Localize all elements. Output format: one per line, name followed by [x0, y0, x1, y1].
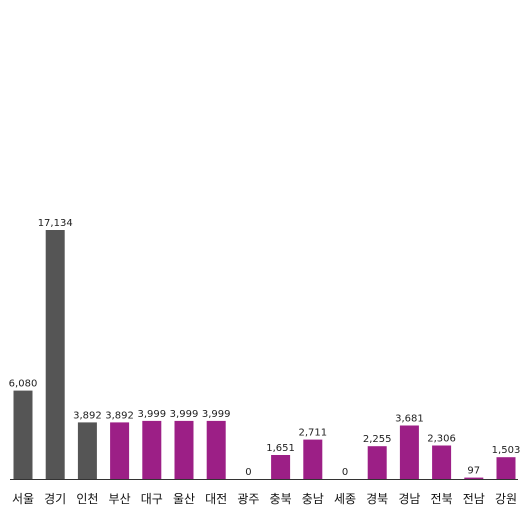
value-label-7: 0 [245, 467, 251, 478]
value-label-2: 3,892 [73, 410, 102, 421]
category-label-13: 전북 [431, 492, 453, 506]
bar-4 [142, 420, 162, 479]
category-label-12: 경남 [398, 492, 420, 506]
bar-3 [110, 422, 130, 479]
value-label-15: 1,503 [492, 445, 521, 456]
bar-6 [206, 420, 226, 479]
value-label-12: 3,681 [395, 414, 424, 425]
value-label-14: 97 [467, 466, 480, 477]
value-label-5: 3,999 [170, 409, 199, 420]
bar-5 [174, 420, 194, 479]
category-label-10: 세종 [334, 492, 356, 506]
value-label-13: 2,306 [427, 434, 456, 445]
bar-11 [367, 446, 387, 479]
value-label-11: 2,255 [363, 434, 392, 445]
value-label-3: 3,892 [105, 410, 134, 421]
bars-group [13, 230, 516, 479]
category-label-1: 경기 [44, 492, 66, 506]
value-label-4: 3,999 [137, 409, 166, 420]
category-label-15: 강원 [495, 492, 517, 506]
bar-13 [432, 445, 452, 479]
bar-2 [77, 422, 97, 479]
category-label-9: 충남 [302, 492, 324, 506]
value-label-10: 0 [342, 467, 348, 478]
category-label-6: 대전 [205, 492, 227, 506]
bar-0 [13, 390, 33, 479]
bar-8 [271, 455, 291, 479]
bar-15 [496, 457, 516, 479]
bar-1 [45, 230, 65, 479]
value-label-1: 17,134 [38, 218, 73, 229]
bar-12 [399, 425, 419, 479]
value-label-0: 6,080 [9, 379, 38, 390]
bar-9 [303, 439, 323, 479]
category-label-0: 서울 [12, 492, 34, 506]
bar-14 [464, 477, 484, 479]
category-label-4: 대구 [141, 492, 163, 506]
value-label-8: 1,651 [266, 443, 295, 454]
category-label-3: 부산 [109, 492, 131, 506]
category-label-11: 경북 [366, 492, 388, 506]
category-label-14: 전남 [463, 492, 485, 506]
value-label-6: 3,999 [202, 409, 231, 420]
value-label-9: 2,711 [298, 428, 327, 439]
category-label-5: 울산 [173, 492, 195, 506]
category-label-2: 인천 [76, 491, 98, 506]
category-labels-group: 서울 경기 인천 부산 대구 울산 대전 광주 충북 충남 세종 경북 경남 전북 전남 강원 [12, 491, 517, 506]
category-label-8: 충북 [270, 492, 292, 506]
category-label-7: 광주 [237, 492, 259, 506]
